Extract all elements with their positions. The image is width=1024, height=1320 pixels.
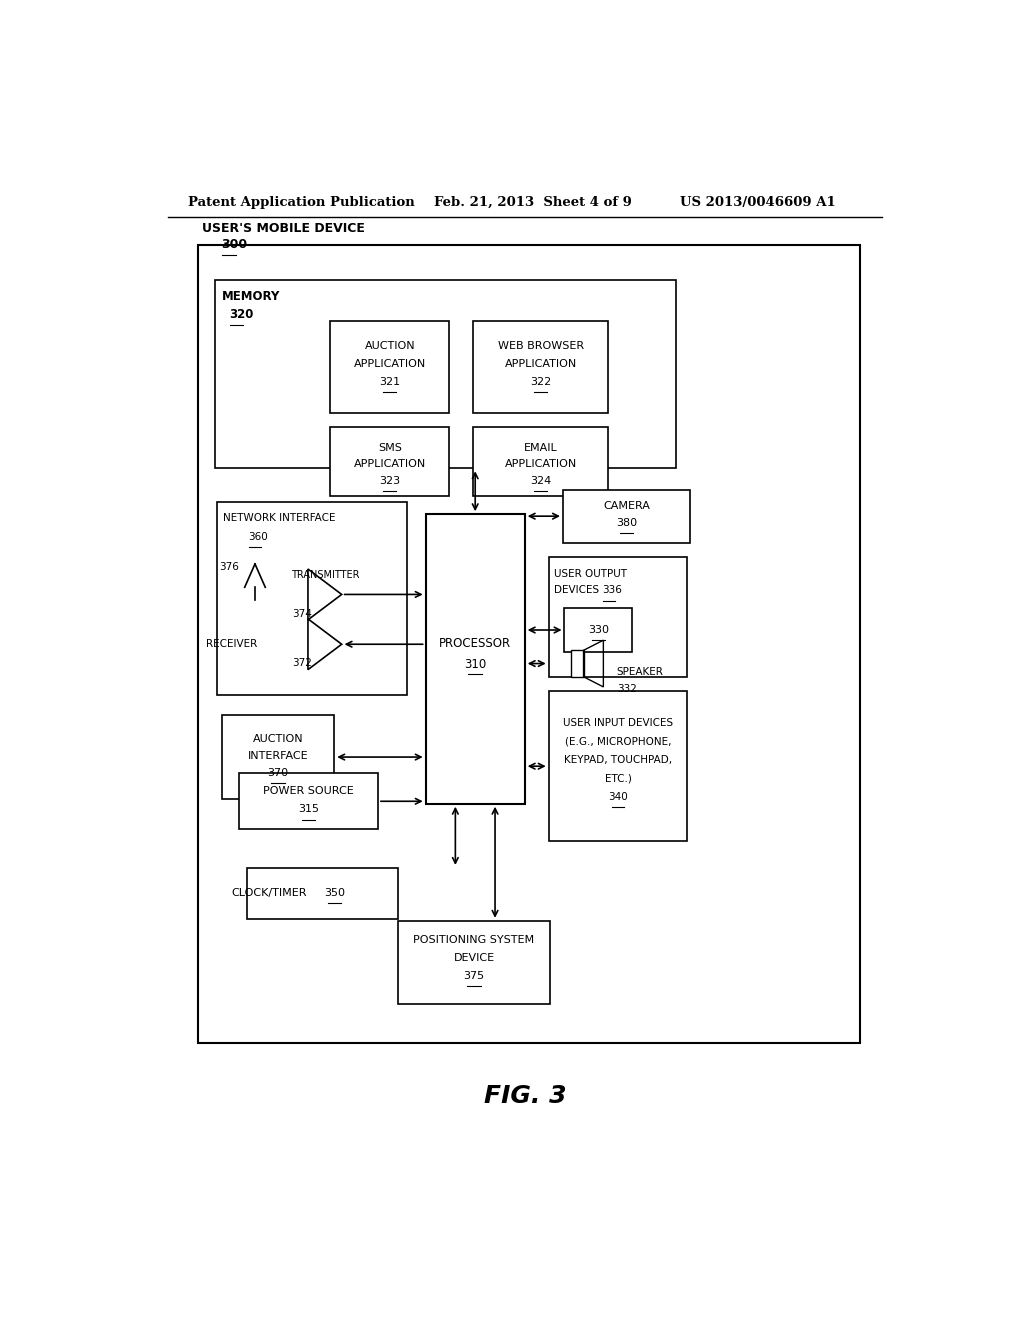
Text: CAMERA: CAMERA [603, 502, 650, 511]
Text: 380: 380 [615, 519, 637, 528]
Bar [473, 321, 608, 412]
Text: RECEIVER: RECEIVER [206, 639, 257, 649]
Bar [215, 280, 676, 469]
Text: 340: 340 [608, 792, 628, 801]
Text: USER'S MOBILE DEVICE: USER'S MOBILE DEVICE [202, 222, 365, 235]
Text: 360: 360 [249, 532, 268, 541]
Bar [221, 715, 334, 799]
Bar [426, 515, 525, 804]
Bar [331, 426, 450, 496]
Bar [331, 321, 450, 412]
Text: 376: 376 [219, 562, 240, 572]
Text: USER OUTPUT: USER OUTPUT [554, 569, 627, 579]
Text: 310: 310 [464, 657, 486, 671]
Bar [549, 557, 687, 677]
Bar [473, 426, 608, 496]
Text: AUCTION: AUCTION [253, 734, 303, 743]
Text: AUCTION: AUCTION [365, 342, 415, 351]
Text: CLOCK/TIMER: CLOCK/TIMER [231, 888, 306, 898]
Text: POWER SOURCE: POWER SOURCE [263, 787, 354, 796]
Text: 370: 370 [267, 768, 289, 779]
Text: APPLICATION: APPLICATION [353, 459, 426, 470]
Text: 350: 350 [324, 888, 345, 898]
Text: APPLICATION: APPLICATION [353, 359, 426, 368]
Text: Patent Application Publication: Patent Application Publication [187, 195, 415, 209]
Text: 324: 324 [530, 475, 551, 486]
Text: Feb. 21, 2013  Sheet 4 of 9: Feb. 21, 2013 Sheet 4 of 9 [433, 195, 632, 209]
Text: 374: 374 [293, 609, 312, 619]
Text: SPEAKER: SPEAKER [616, 667, 664, 677]
Text: INTERFACE: INTERFACE [248, 751, 308, 762]
Text: (E.G., MICROPHONE,: (E.G., MICROPHONE, [565, 737, 672, 747]
Text: APPLICATION: APPLICATION [505, 459, 577, 470]
Text: WEB BROWSER: WEB BROWSER [498, 342, 584, 351]
Text: 375: 375 [464, 970, 484, 981]
Text: 330: 330 [588, 624, 608, 635]
Bar [570, 651, 584, 677]
Text: 315: 315 [298, 804, 319, 814]
Text: NETWORK INTERFACE: NETWORK INTERFACE [223, 513, 336, 523]
Bar [198, 244, 860, 1043]
Text: 323: 323 [379, 475, 400, 486]
Text: DEVICES: DEVICES [554, 585, 599, 595]
Text: 300: 300 [221, 239, 248, 251]
Text: FIG. 3: FIG. 3 [483, 1084, 566, 1107]
Text: 372: 372 [293, 657, 312, 668]
Bar [564, 607, 632, 652]
Text: DEVICE: DEVICE [454, 953, 495, 964]
Text: 321: 321 [379, 378, 400, 387]
Bar [563, 490, 690, 543]
Text: EMAIL: EMAIL [524, 444, 557, 453]
Text: POSITIONING SYSTEM: POSITIONING SYSTEM [414, 935, 535, 945]
Text: ETC.): ETC.) [604, 774, 632, 783]
Text: APPLICATION: APPLICATION [505, 359, 577, 368]
Text: 332: 332 [617, 684, 638, 694]
Text: MEMORY: MEMORY [221, 290, 280, 304]
Text: TRANSMITTER: TRANSMITTER [291, 570, 359, 579]
Bar [247, 867, 397, 919]
Bar [549, 690, 687, 841]
Bar [397, 921, 550, 1005]
Text: 322: 322 [530, 378, 551, 387]
Bar [217, 502, 408, 696]
Text: 336: 336 [602, 585, 623, 595]
Text: US 2013/0046609 A1: US 2013/0046609 A1 [680, 195, 836, 209]
Text: KEYPAD, TOUCHPAD,: KEYPAD, TOUCHPAD, [564, 755, 672, 766]
Text: USER INPUT DEVICES: USER INPUT DEVICES [563, 718, 673, 727]
Bar [240, 774, 378, 829]
Text: PROCESSOR: PROCESSOR [439, 638, 511, 651]
Text: SMS: SMS [378, 444, 401, 453]
Text: 320: 320 [229, 309, 254, 322]
